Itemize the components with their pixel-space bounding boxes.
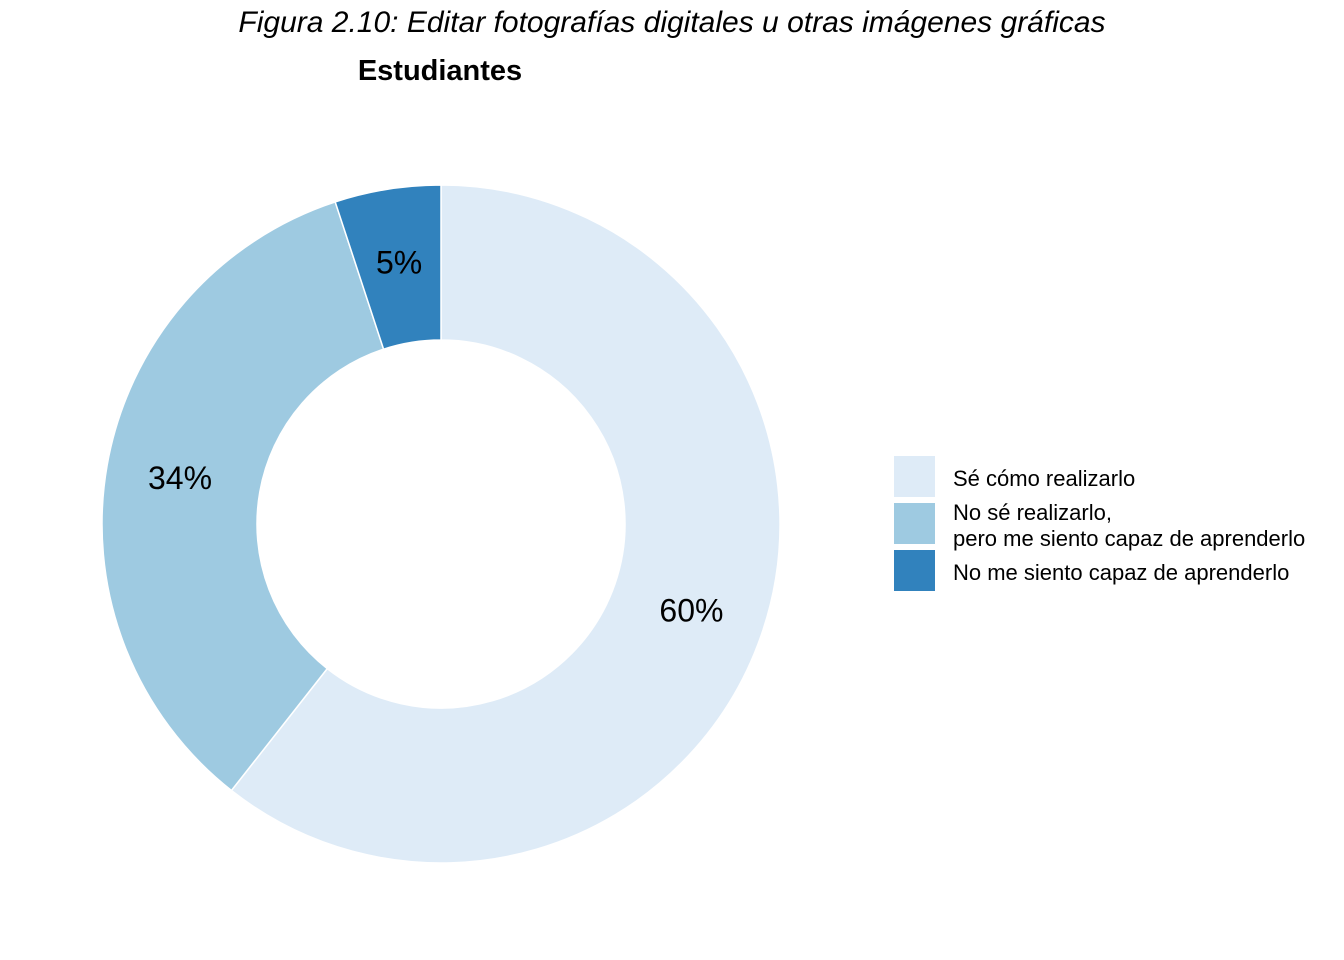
slice-no-capaz — [334, 184, 442, 351]
slice-capaz-aprender — [101, 200, 385, 792]
legend-swatch-se-como — [894, 456, 935, 497]
legend-label-capaz-aprender: No sé realizarlo, pero me siento capaz d… — [953, 500, 1306, 551]
legend-swatch-no-capaz — [894, 550, 935, 591]
legend-label-no-capaz: No me siento capaz de aprenderlo — [953, 560, 1290, 585]
slice-se-como — [230, 184, 781, 864]
legend-swatch-capaz-aprender — [894, 503, 935, 544]
data-label-no-capaz: 5% — [376, 244, 422, 280]
data-label-capaz-aprender: 34% — [148, 460, 212, 496]
chart-subtitle: Estudiantes — [357, 55, 523, 87]
data-label-se-como: 60% — [659, 593, 723, 629]
figure-title: Figura 2.10: Editar fotografías digitale… — [238, 6, 1106, 39]
legend-label-se-como: Sé cómo realizarlo — [953, 466, 1136, 491]
